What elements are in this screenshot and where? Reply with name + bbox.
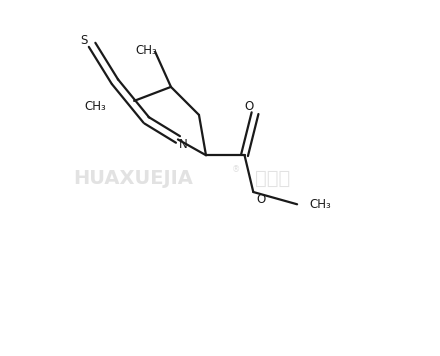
Text: HUAXUEJIA: HUAXUEJIA — [73, 168, 193, 188]
Text: O: O — [257, 193, 266, 205]
Text: CH₃: CH₃ — [309, 198, 331, 211]
Text: O: O — [245, 100, 254, 113]
Text: CH₃: CH₃ — [84, 100, 106, 112]
Text: N: N — [179, 137, 187, 151]
Text: CH₃: CH₃ — [136, 44, 157, 57]
Text: S: S — [81, 34, 88, 47]
Text: 化学加: 化学加 — [255, 168, 290, 188]
Text: ®: ® — [231, 165, 240, 174]
